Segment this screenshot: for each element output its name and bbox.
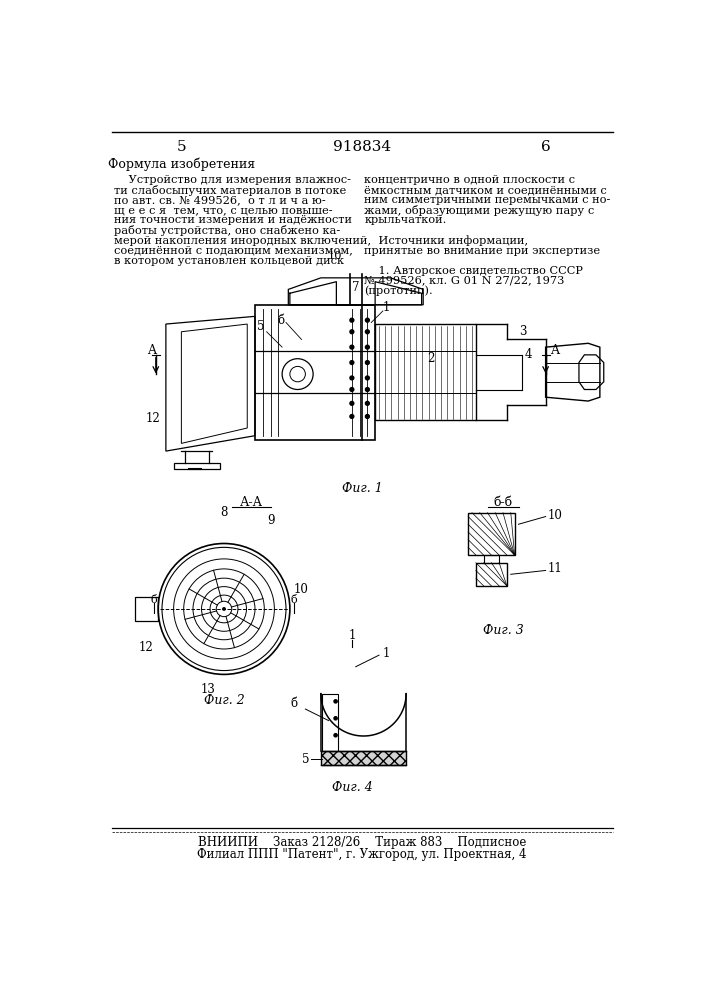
Text: ния точности измерения и надёжности: ния точности измерения и надёжности <box>114 215 352 225</box>
Text: 10: 10 <box>547 509 562 522</box>
Text: Фиг. 3: Фиг. 3 <box>483 624 523 637</box>
Text: 4: 4 <box>525 348 532 361</box>
Circle shape <box>366 330 369 334</box>
Text: А-А: А-А <box>240 496 263 509</box>
Text: соединённой с подающим механизмом,: соединённой с подающим механизмом, <box>114 246 353 256</box>
Circle shape <box>366 388 369 391</box>
Text: 2: 2 <box>427 352 435 365</box>
Text: Фиг. 4: Фиг. 4 <box>332 781 373 794</box>
Text: Источники информации,: Источники информации, <box>364 235 528 246</box>
Text: Фиг. 1: Фиг. 1 <box>341 482 382 495</box>
Text: б: б <box>277 314 284 327</box>
Text: 13: 13 <box>201 683 216 696</box>
Text: концентрично в одной плоскости с: концентрично в одной плоскости с <box>364 175 575 185</box>
Circle shape <box>333 733 338 738</box>
Text: по авт. св. № 499526,  о т л и ч а ю-: по авт. св. № 499526, о т л и ч а ю- <box>114 195 326 205</box>
Text: б: б <box>291 595 297 605</box>
Circle shape <box>350 401 354 405</box>
Circle shape <box>366 345 369 349</box>
Circle shape <box>350 415 354 418</box>
Circle shape <box>222 607 226 611</box>
Text: 1: 1 <box>383 647 390 660</box>
Bar <box>255 305 375 440</box>
Text: жами, образующими режущую пару с: жами, образующими режущую пару с <box>364 205 595 216</box>
Text: крыльчаткой.: крыльчаткой. <box>364 215 447 225</box>
Circle shape <box>350 361 354 364</box>
Circle shape <box>366 401 369 405</box>
Text: 10: 10 <box>328 251 343 261</box>
Text: 5: 5 <box>257 320 264 333</box>
Text: Филиал ППП "Патент", г. Ужгород, ул. Проектная, 4: Филиал ППП "Патент", г. Ужгород, ул. Про… <box>197 848 527 861</box>
Circle shape <box>366 318 369 322</box>
Text: ти слабосыпучих материалов в потоке: ти слабосыпучих материалов в потоке <box>114 185 346 196</box>
Bar <box>468 513 515 555</box>
Text: Формула изобретения: Формула изобретения <box>107 158 255 171</box>
Text: 5: 5 <box>302 753 309 766</box>
Text: 5: 5 <box>177 140 186 154</box>
Bar <box>174 463 220 469</box>
Text: A: A <box>550 344 559 358</box>
Text: Устройство для измерения влажнос-: Устройство для измерения влажнос- <box>114 175 351 185</box>
Circle shape <box>333 699 338 704</box>
Text: мерой накопления инородных включений,: мерой накопления инородных включений, <box>114 235 371 245</box>
Text: 918834: 918834 <box>333 140 391 154</box>
Bar <box>135 597 158 620</box>
Text: 1: 1 <box>383 301 390 314</box>
Text: 7: 7 <box>352 281 359 294</box>
Bar <box>484 555 499 563</box>
Circle shape <box>350 318 354 322</box>
Text: б: б <box>290 697 298 710</box>
Circle shape <box>366 415 369 418</box>
Circle shape <box>366 361 369 364</box>
Bar <box>322 694 338 751</box>
Text: A: A <box>148 344 156 358</box>
Text: 10: 10 <box>294 583 309 596</box>
Text: щ е е с я  тем, что, с целью повыше-: щ е е с я тем, что, с целью повыше- <box>114 205 332 215</box>
Circle shape <box>366 376 369 380</box>
Text: в котором установлен кольцевой диск: в котором установлен кольцевой диск <box>114 256 344 266</box>
Text: ВНИИПИ    Заказ 2128/26    Тираж 883    Подписное: ВНИИПИ Заказ 2128/26 Тираж 883 Подписное <box>198 836 526 849</box>
Circle shape <box>350 388 354 391</box>
Bar <box>476 563 507 586</box>
Text: Фиг. 2: Фиг. 2 <box>204 694 245 707</box>
Text: 11: 11 <box>547 562 562 575</box>
Text: ним симметричными перемычками с но-: ним симметричными перемычками с но- <box>364 195 611 205</box>
Bar <box>375 324 476 420</box>
Text: работы устройства, оно снабжено ка-: работы устройства, оно снабжено ка- <box>114 225 340 236</box>
Text: 6: 6 <box>541 140 551 154</box>
Circle shape <box>350 376 354 380</box>
Circle shape <box>350 330 354 334</box>
Text: принятые во внимание при экспертизе: принятые во внимание при экспертизе <box>364 246 600 256</box>
Text: ёмкостным датчиком и соединёнными с: ёмкостным датчиком и соединёнными с <box>364 185 607 195</box>
Text: № 499526, кл. G 01 N 27/22, 1973: № 499526, кл. G 01 N 27/22, 1973 <box>364 276 565 286</box>
Text: 8: 8 <box>221 506 228 519</box>
Text: 9: 9 <box>267 514 274 527</box>
Text: 12: 12 <box>146 412 160 425</box>
Text: 1: 1 <box>348 629 356 642</box>
Text: б-б: б-б <box>493 496 513 509</box>
Text: б: б <box>151 595 158 605</box>
Text: 3: 3 <box>519 325 526 338</box>
Text: 1. Авторское свидетельство СССР: 1. Авторское свидетельство СССР <box>364 266 583 276</box>
Text: (прототип).: (прототип). <box>364 286 433 296</box>
Circle shape <box>350 345 354 349</box>
Bar <box>321 751 406 765</box>
Circle shape <box>333 716 338 721</box>
Text: 12: 12 <box>139 641 154 654</box>
